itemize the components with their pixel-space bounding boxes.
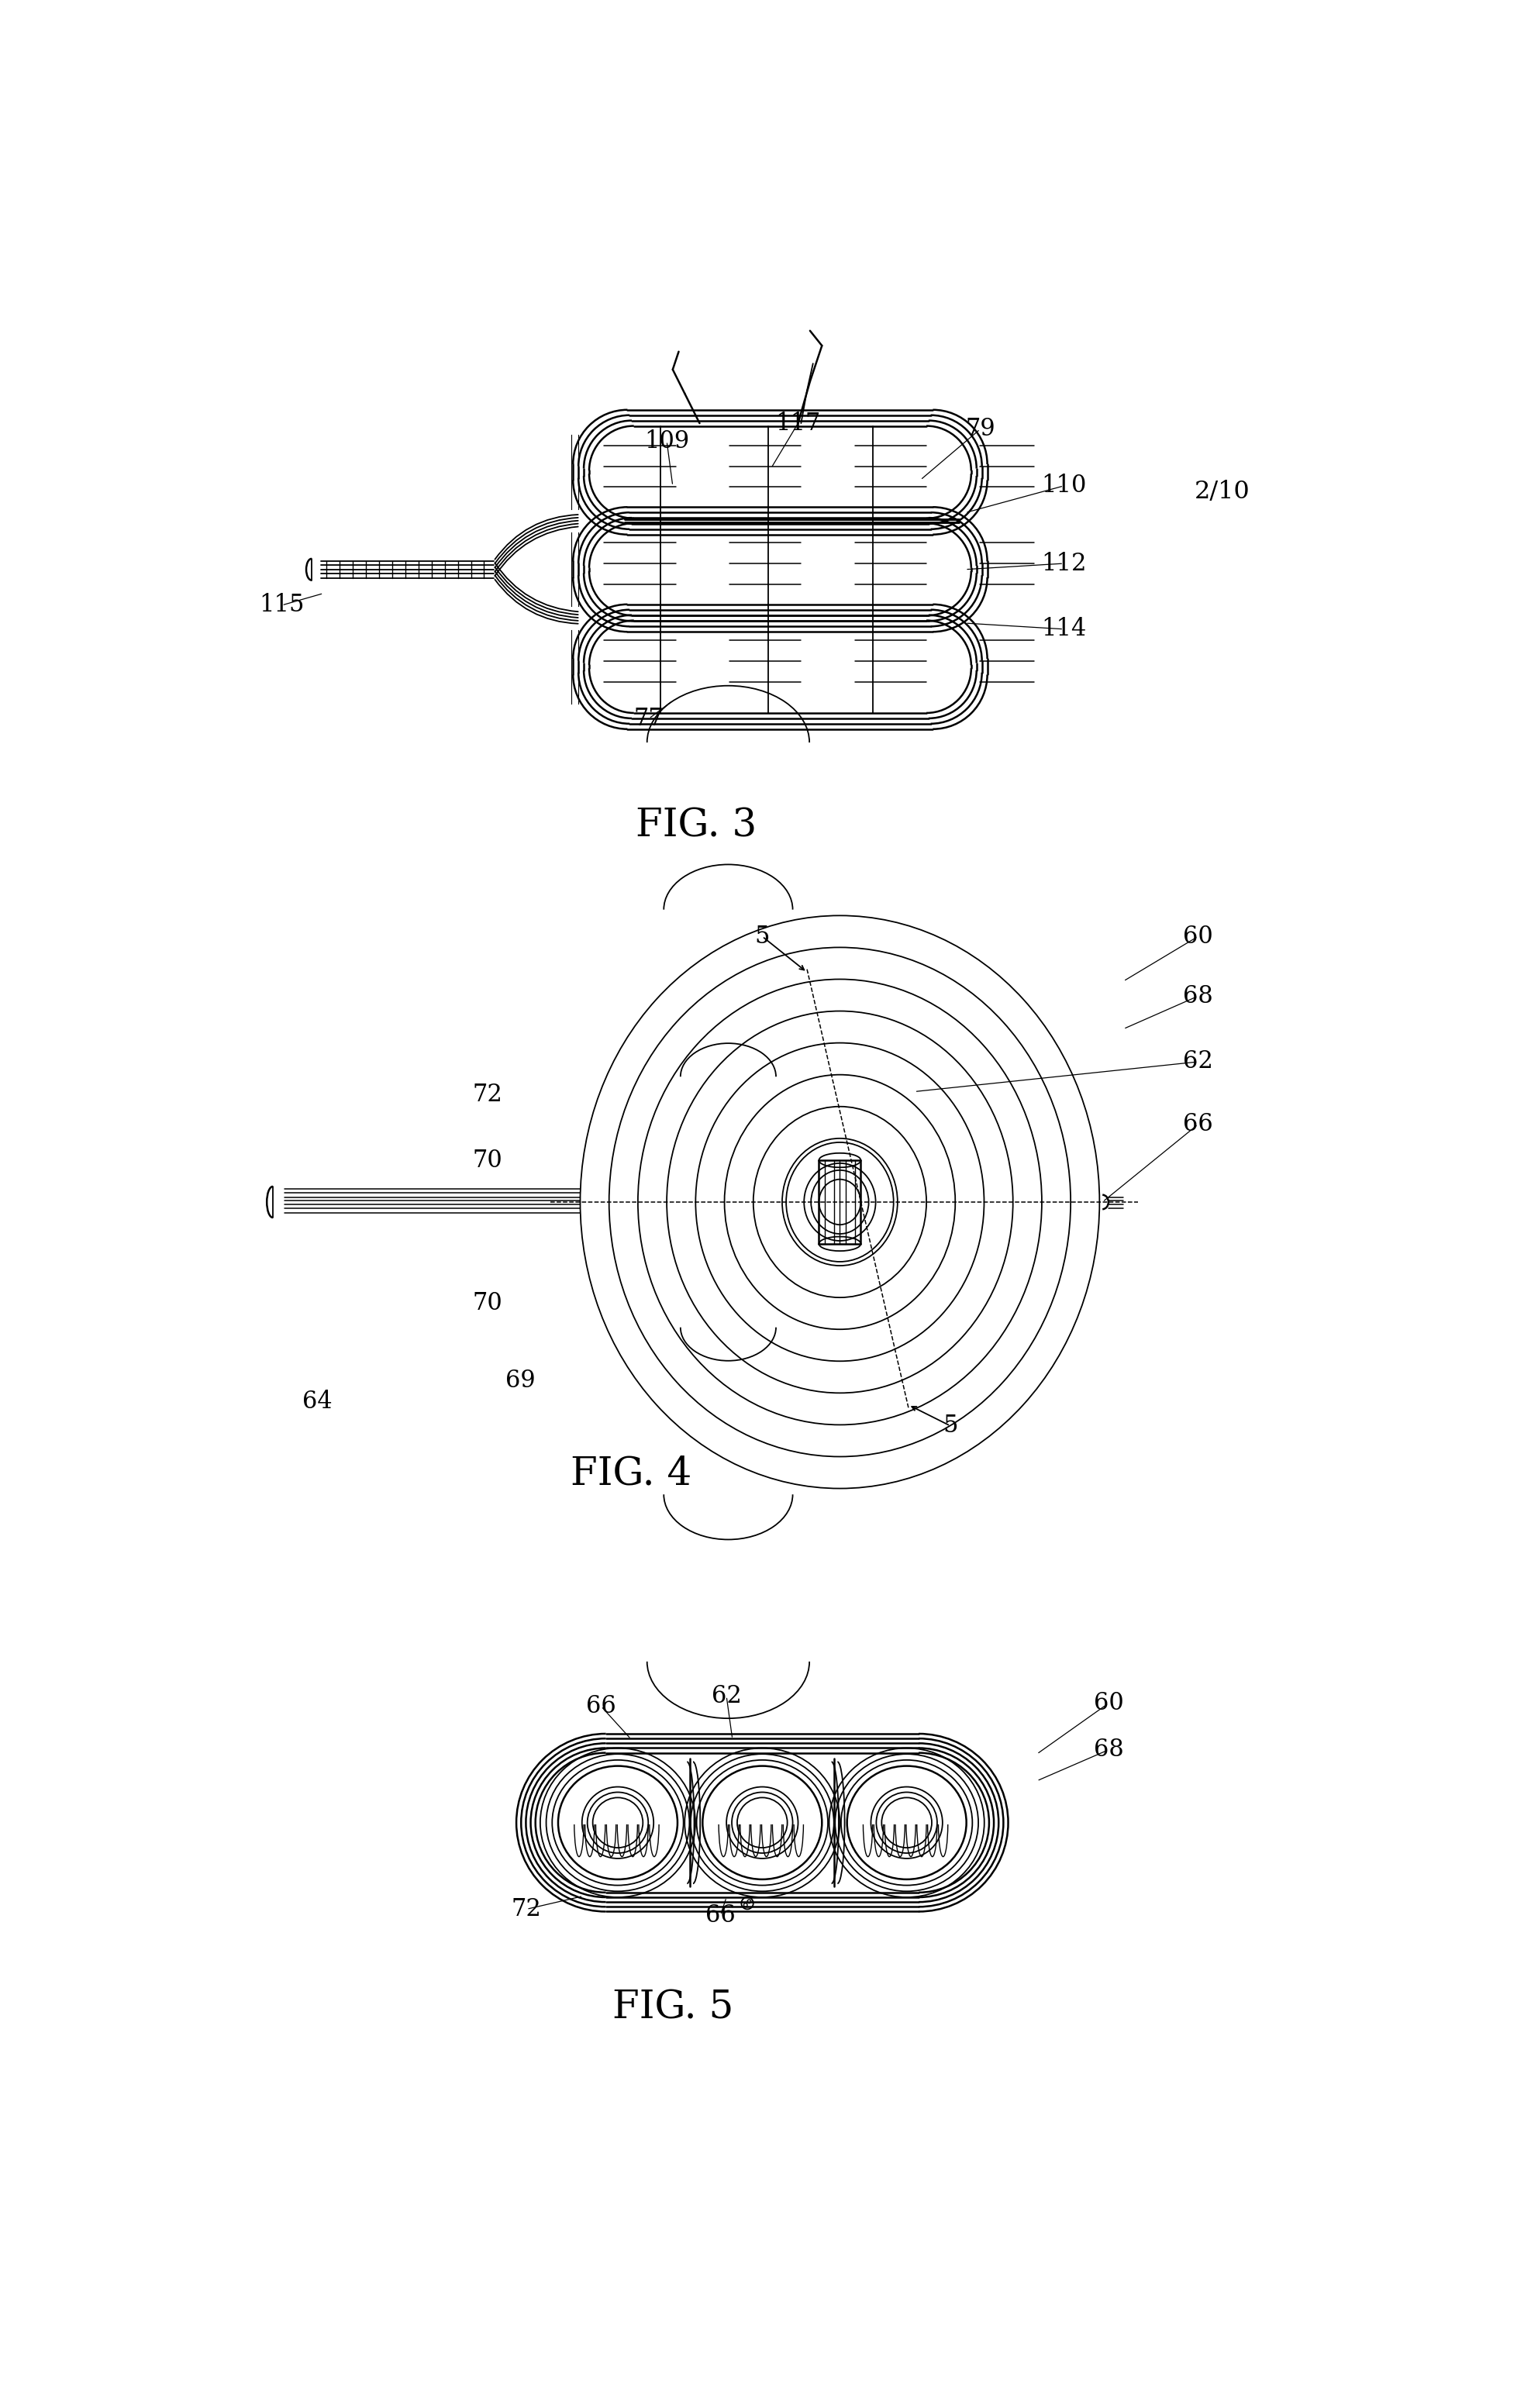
Text: 5: 5 — [943, 1413, 958, 1438]
Text: FIG. 4: FIG. 4 — [571, 1454, 692, 1493]
Text: 117: 117 — [775, 412, 821, 436]
Text: 60: 60 — [1183, 925, 1213, 949]
Text: 66: 66 — [586, 1695, 615, 1719]
Text: 72: 72 — [511, 1898, 542, 1922]
Text: 66: 66 — [1183, 1112, 1213, 1137]
Text: 2/10: 2/10 — [1194, 479, 1249, 503]
Text: 77: 77 — [634, 706, 664, 730]
Text: 68: 68 — [1183, 985, 1213, 1009]
Text: 5: 5 — [755, 925, 770, 949]
Text: 64: 64 — [303, 1389, 332, 1413]
Text: 109: 109 — [645, 429, 689, 453]
Text: FIG. 3: FIG. 3 — [635, 807, 758, 845]
Text: 112: 112 — [1041, 551, 1087, 576]
Text: 62: 62 — [712, 1683, 741, 1707]
Text: 115: 115 — [259, 592, 305, 616]
Text: 70: 70 — [473, 1291, 502, 1315]
Text: 62: 62 — [1183, 1050, 1213, 1074]
Text: 114: 114 — [1041, 616, 1087, 641]
Text: 79: 79 — [965, 417, 995, 441]
Text: 66: 66 — [706, 1902, 735, 1926]
Text: 68: 68 — [1093, 1739, 1124, 1763]
Text: 69: 69 — [505, 1370, 536, 1394]
Text: 70: 70 — [473, 1149, 502, 1173]
Text: 110: 110 — [1041, 474, 1087, 498]
Text: FIG. 5: FIG. 5 — [612, 1989, 733, 2028]
Text: 60: 60 — [1093, 1690, 1124, 1714]
Text: 72: 72 — [473, 1084, 502, 1108]
